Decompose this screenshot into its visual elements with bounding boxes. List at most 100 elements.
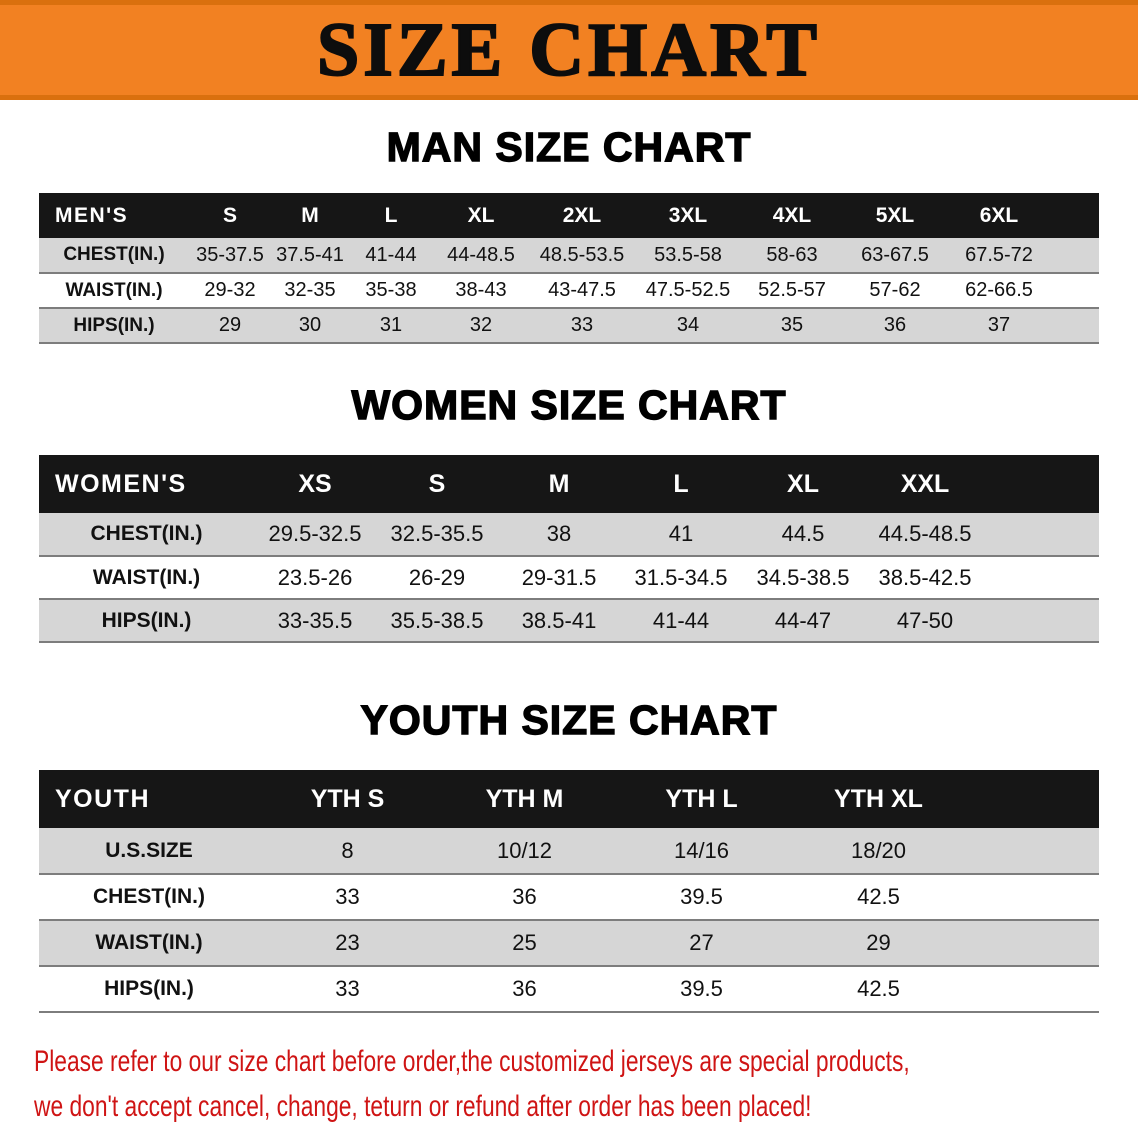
size-cell: 33 bbox=[335, 884, 360, 910]
size-cell: 36 bbox=[883, 314, 907, 337]
size-cell: 34.5-38.5 bbox=[756, 564, 850, 590]
size-cell: 53.5-58 bbox=[654, 243, 722, 266]
youth-chest-row-label: CHEST(IN.) bbox=[93, 885, 205, 909]
size-cell: 57-62 bbox=[869, 279, 921, 302]
youth-ussize-row: U.S.SIZE 8 10/12 14/16 18/20 bbox=[39, 828, 1099, 875]
size-cell: 58-63 bbox=[766, 243, 818, 266]
size-cell: 43-47.5 bbox=[548, 279, 616, 302]
women-col-header: M bbox=[548, 469, 570, 498]
size-cell: 31 bbox=[379, 314, 403, 337]
men-waist-row-label: WAIST(IN.) bbox=[65, 279, 163, 301]
size-cell: 23 bbox=[335, 930, 360, 956]
size-cell: 29-32 bbox=[204, 279, 256, 302]
size-cell: 38-43 bbox=[455, 279, 507, 302]
youth-chest-row: CHEST(IN.) 33 36 39.5 42.5 bbox=[39, 874, 1099, 921]
size-cell: 36 bbox=[512, 884, 537, 910]
women-waist-row: WAIST(IN.) 23.5-26 26-29 29-31.5 31.5-34… bbox=[39, 556, 1099, 600]
disclaimer-note: Please refer to our size chart before or… bbox=[34, 1039, 1138, 1129]
size-cell: 35-37.5 bbox=[196, 243, 264, 266]
men-col-header: M bbox=[301, 203, 319, 227]
men-chest-row-label: CHEST(IN.) bbox=[63, 244, 165, 266]
size-cell: 32.5-35.5 bbox=[390, 521, 484, 547]
size-cell: 48.5-53.5 bbox=[539, 243, 625, 266]
spacer-cell bbox=[986, 455, 1099, 513]
youth-col-header: YTH S bbox=[310, 784, 385, 813]
size-cell: 29.5-32.5 bbox=[268, 521, 362, 547]
youth-section: YOUTH SIZE CHART YOUTH YTH S YTH M YTH L… bbox=[0, 697, 1138, 1013]
size-cell: 35 bbox=[780, 314, 804, 337]
spacer-cell bbox=[1051, 238, 1099, 273]
youth-size-table: YOUTH YTH S YTH M YTH L YTH XL U.S.SIZE … bbox=[39, 770, 1099, 1013]
men-col-header: 2XL bbox=[562, 203, 602, 227]
men-col-header: S bbox=[222, 203, 237, 227]
men-size-table: MEN'S S M L XL 2XL 3XL 4XL 5XL 6XL CHEST… bbox=[39, 193, 1099, 344]
size-cell: 35.5-38.5 bbox=[390, 607, 484, 633]
size-cell: 29 bbox=[218, 314, 242, 337]
women-chest-row: CHEST(IN.) 29.5-32.5 32.5-35.5 38 41 44.… bbox=[39, 513, 1099, 557]
youth-hips-row: HIPS(IN.) 33 36 39.5 42.5 bbox=[39, 966, 1099, 1013]
women-chest-row-label: CHEST(IN.) bbox=[90, 522, 203, 546]
size-cell: 44.5 bbox=[781, 521, 825, 547]
size-cell: 8 bbox=[341, 837, 354, 863]
size-cell: 18/20 bbox=[850, 837, 907, 863]
women-col-header: XXL bbox=[900, 469, 950, 498]
women-col-header: S bbox=[428, 469, 446, 498]
page-title: SIZE CHART bbox=[316, 8, 821, 92]
size-cell: 36 bbox=[512, 976, 537, 1002]
size-cell: 67.5-72 bbox=[965, 243, 1033, 266]
size-cell: 44-48.5 bbox=[447, 243, 515, 266]
size-cell: 42.5 bbox=[857, 976, 900, 1002]
size-cell: 42.5 bbox=[857, 884, 900, 910]
men-col-header: 6XL bbox=[979, 203, 1019, 227]
spacer-cell bbox=[967, 920, 1099, 966]
size-cell: 25 bbox=[512, 930, 537, 956]
spacer-cell bbox=[967, 966, 1099, 1012]
spacer-cell bbox=[967, 874, 1099, 920]
size-cell: 52.5-57 bbox=[758, 279, 826, 302]
youth-waist-row: WAIST(IN.) 23 25 27 29 bbox=[39, 920, 1099, 967]
size-cell: 41-44 bbox=[652, 607, 710, 633]
youth-ussize-row-label: U.S.SIZE bbox=[105, 838, 193, 862]
men-chest-row: CHEST(IN.) 35-37.5 37.5-41 41-44 44-48.5… bbox=[39, 238, 1099, 274]
men-waist-row: WAIST(IN.) 29-32 32-35 35-38 38-43 43-47… bbox=[39, 273, 1099, 309]
size-cell: 41-44 bbox=[365, 243, 417, 266]
women-waist-row-label: WAIST(IN.) bbox=[92, 565, 201, 589]
size-cell: 41 bbox=[668, 521, 694, 547]
size-cell: 38.5-42.5 bbox=[878, 564, 972, 590]
disclaimer-line-1: Please refer to our size chart before or… bbox=[34, 1045, 910, 1079]
size-cell: 14/16 bbox=[673, 837, 730, 863]
size-cell: 29-31.5 bbox=[521, 564, 597, 590]
size-cell: 31.5-34.5 bbox=[634, 564, 728, 590]
women-col-header: XL bbox=[787, 469, 819, 498]
size-cell: 10/12 bbox=[496, 837, 553, 863]
spacer-cell bbox=[986, 513, 1099, 556]
men-col-header: 4XL bbox=[772, 203, 812, 227]
men-col-header: XL bbox=[467, 203, 495, 227]
size-cell: 44.5-48.5 bbox=[878, 521, 972, 547]
women-table-header-row: WOMEN'S XS S M L XL XXL bbox=[39, 455, 1099, 514]
size-cell: 33 bbox=[335, 976, 360, 1002]
men-table-corner-label: MEN'S bbox=[55, 203, 129, 227]
women-hips-row-label: HIPS(IN.) bbox=[101, 608, 192, 632]
women-col-header: L bbox=[673, 469, 689, 498]
size-cell: 39.5 bbox=[680, 884, 723, 910]
youth-section-heading: YOUTH SIZE CHART bbox=[360, 697, 778, 744]
youth-table-corner-label: YOUTH bbox=[55, 784, 150, 813]
size-cell: 29 bbox=[866, 930, 891, 956]
size-cell: 37.5-41 bbox=[276, 243, 344, 266]
men-section: MAN SIZE CHART MEN'S S M L XL 2XL 3XL 4X… bbox=[0, 124, 1138, 344]
size-cell: 30 bbox=[298, 314, 322, 337]
men-hips-row-label: HIPS(IN.) bbox=[73, 314, 155, 336]
size-cell: 33 bbox=[570, 314, 594, 337]
disclaimer-line-2: we don't accept cancel, change, teturn o… bbox=[34, 1090, 812, 1124]
spacer-cell bbox=[986, 556, 1099, 599]
men-col-header: 3XL bbox=[668, 203, 708, 227]
spacer-cell bbox=[967, 828, 1099, 874]
youth-waist-row-label: WAIST(IN.) bbox=[95, 931, 203, 955]
men-hips-row: HIPS(IN.) 29 30 31 32 33 34 35 36 37 bbox=[39, 308, 1099, 344]
men-table-header-row: MEN'S S M L XL 2XL 3XL 4XL 5XL 6XL bbox=[39, 193, 1099, 239]
size-cell: 38.5-41 bbox=[521, 607, 597, 633]
size-cell: 39.5 bbox=[680, 976, 723, 1002]
men-section-heading: MAN SIZE CHART bbox=[386, 124, 752, 170]
